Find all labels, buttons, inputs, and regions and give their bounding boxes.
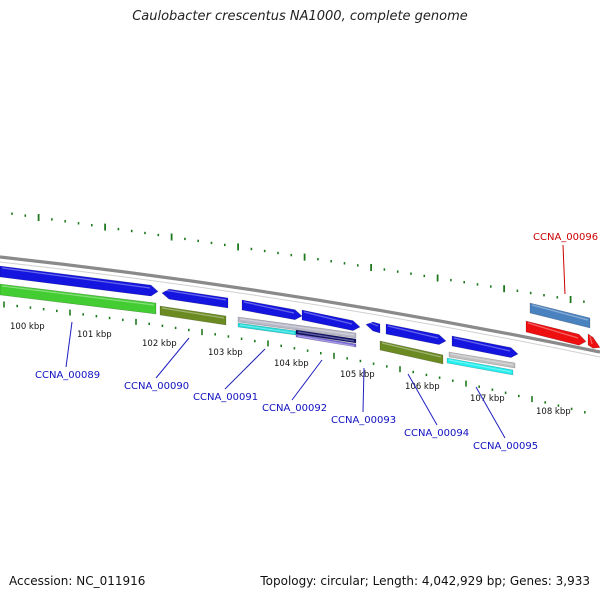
feature-grey-2-highlight <box>450 353 514 366</box>
gene-label-ccna-00093[interactable]: CCNA_00093 <box>331 415 396 426</box>
feature-blue-1-body <box>0 265 159 297</box>
feature-olive-1-highlight <box>161 307 225 319</box>
feature-blue-5-highlight <box>367 321 379 327</box>
kbp-label-103: 103 kbp <box>208 348 243 358</box>
gene-label-ccna-00096[interactable]: CCNA_00096 <box>533 232 598 243</box>
kbp-labels: 100 kbp 101 kbp 102 kbp 103 kbp 104 kbp … <box>10 322 571 417</box>
gene-label-ccna-00090[interactable]: CCNA_00090 <box>124 381 189 392</box>
feature-steelblue-1[interactable] <box>529 302 591 329</box>
outer-tick-marks <box>11 212 585 303</box>
feature-red-2-body <box>587 333 600 349</box>
leader-line <box>362 367 365 413</box>
feature-blue-7-highlight <box>453 337 511 352</box>
feature-blue-4[interactable] <box>301 309 361 331</box>
feature-blue-7[interactable] <box>451 335 519 358</box>
feature-grey-1-highlight <box>239 318 355 336</box>
feature-blue-3-highlight <box>243 301 295 314</box>
feature-navy-1-highlight <box>297 331 355 342</box>
gene-label-leaders <box>65 244 566 439</box>
gene-label-ccna-00092[interactable]: CCNA_00092 <box>262 403 327 414</box>
feature-blue-1[interactable] <box>0 265 159 297</box>
feature-olive-2-body <box>379 340 444 365</box>
feature-green-1[interactable] <box>0 283 157 315</box>
gene-label-ccna-00089[interactable]: CCNA_00089 <box>35 370 100 381</box>
feature-blue-2-body <box>161 288 229 309</box>
feature-navy-1-body <box>295 329 357 344</box>
feature-blue-7-body <box>451 335 519 358</box>
kbp-label-100: 100 kbp <box>10 322 45 332</box>
accession-text: Accession: NC_011916 <box>9 574 146 588</box>
feature-green-1-highlight <box>1 285 155 306</box>
feature-blue-6[interactable] <box>385 323 447 345</box>
feature-grey-2[interactable] <box>448 351 516 369</box>
feature-grey-2-body <box>448 351 516 369</box>
feature-purple-1[interactable] <box>295 333 357 348</box>
gene-label-ccna-00094[interactable]: CCNA_00094 <box>404 428 469 439</box>
feature-red-1[interactable] <box>525 320 587 346</box>
feature-blue-4-body <box>301 309 361 331</box>
feature-blue-2-highlight <box>163 289 227 301</box>
leader-line <box>475 386 506 439</box>
feature-green-1-body <box>0 283 157 315</box>
feature-blue-6-highlight <box>387 325 439 339</box>
map-title: Caulobacter crescentus NA1000, complete … <box>132 9 468 24</box>
topology-text: Topology: circular; Length: 4,042,929 bp… <box>260 574 590 588</box>
feature-purple-1-body <box>295 333 357 348</box>
kbp-label-101: 101 kbp <box>77 330 112 340</box>
feature-blue-5[interactable] <box>365 321 381 334</box>
feature-olive-2[interactable] <box>379 340 444 365</box>
backbone-outer-line <box>0 255 600 354</box>
feature-olive-1[interactable] <box>159 305 227 326</box>
feature-steelblue-1-highlight <box>531 304 589 321</box>
feature-navy-1[interactable] <box>295 329 357 344</box>
feature-blue-3-body <box>241 299 303 321</box>
feature-red-1-highlight <box>527 322 579 339</box>
feature-olive-1-body <box>159 305 227 326</box>
kbp-label-108: 108 kbp <box>536 407 571 417</box>
feature-cyan-2-highlight <box>448 359 512 373</box>
gene-label-ccna-00091[interactable]: CCNA_00091 <box>193 392 258 403</box>
leader-line <box>562 244 566 295</box>
feature-grey-1[interactable] <box>237 316 357 339</box>
backbone-inner-line <box>0 261 600 358</box>
gene-labels: CCNA_00089 CCNA_00090 CCNA_00091 CCNA_00… <box>35 232 598 452</box>
feature-red-2[interactable] <box>587 333 600 349</box>
feature-cyan-2[interactable] <box>446 357 514 376</box>
gene-label-ccna-00095[interactable]: CCNA_00095 <box>473 441 538 452</box>
feature-blue-2[interactable] <box>161 288 229 309</box>
feature-blue-3[interactable] <box>241 299 303 321</box>
kbp-label-107: 107 kbp <box>470 394 505 404</box>
feature-purple-1-highlight <box>297 335 355 347</box>
kbp-label-102: 102 kbp <box>142 339 177 349</box>
genome-backbone <box>0 255 600 358</box>
feature-steelblue-1-body <box>529 302 591 329</box>
leader-line <box>291 359 323 401</box>
feature-blue-1-highlight <box>1 267 151 289</box>
feature-blue-5-body <box>365 321 381 334</box>
inner-tick-marks <box>3 301 586 414</box>
feature-cyan-2-body <box>446 357 514 376</box>
leader-line <box>407 373 438 426</box>
feature-cyan-1-highlight <box>239 324 295 334</box>
feature-olive-2-highlight <box>381 342 442 358</box>
leader-line <box>65 321 73 368</box>
feature-blue-6-body <box>385 323 447 345</box>
feature-blue-4-highlight <box>303 311 353 325</box>
kbp-label-106: 106 kbp <box>405 382 440 392</box>
feature-red-1-body <box>525 320 587 346</box>
feature-grey-1-body <box>237 316 357 339</box>
kbp-label-105: 105 kbp <box>340 370 375 380</box>
leader-line <box>155 337 190 379</box>
feature-red-2-highlight <box>589 335 593 345</box>
kbp-label-104: 104 kbp <box>274 359 309 369</box>
gene-features <box>0 265 600 376</box>
leader-line <box>224 348 266 390</box>
